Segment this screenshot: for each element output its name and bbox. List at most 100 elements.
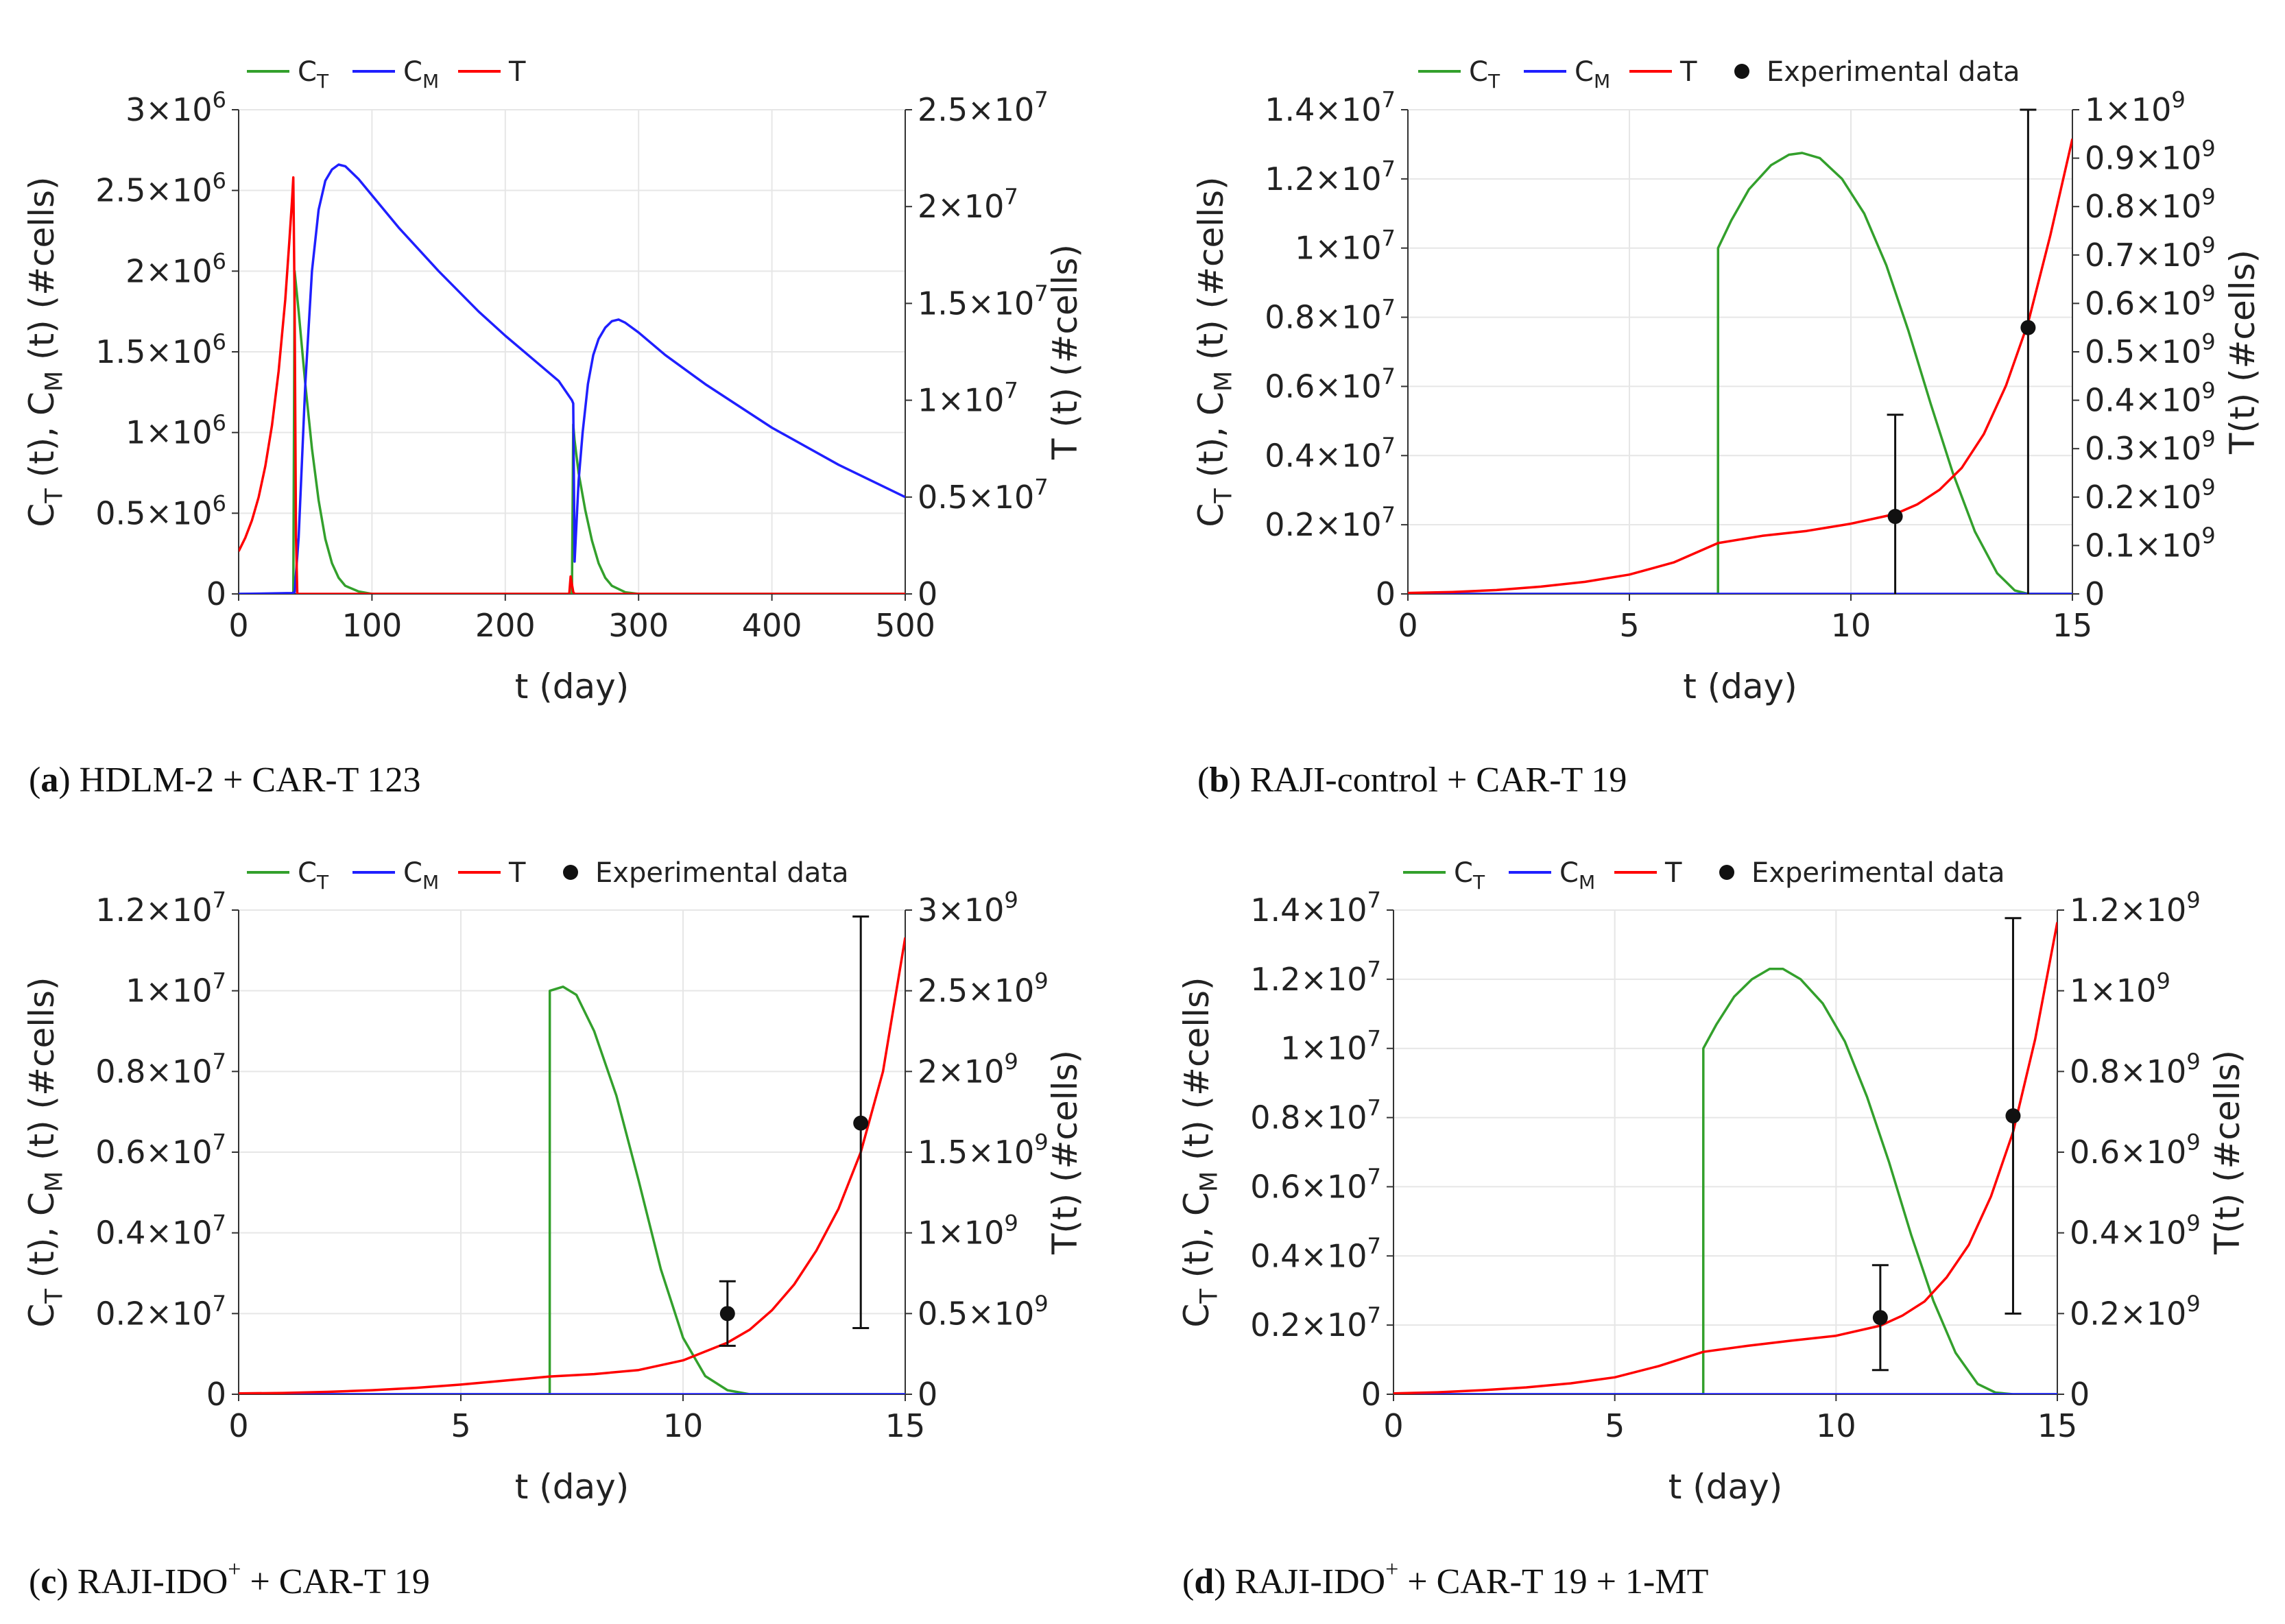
text-part: 300 xyxy=(608,607,669,644)
text-part: 9 xyxy=(1034,1291,1048,1317)
text-part: 7 xyxy=(1004,184,1018,210)
text-part: 0.8×10 xyxy=(2070,1053,2186,1090)
chart-panel-a: 0 100 200 300 400 50000.5×1061×1061.5×1062×10… xyxy=(22,56,1085,706)
y-right-axis-label: T(t) (#cells) xyxy=(2208,1050,2247,1255)
x-axis-label: t (day) xyxy=(1668,1467,1782,1507)
y-right-tick-label: 3×109 xyxy=(918,887,1018,929)
y-right-tick-label: 2×107 xyxy=(918,184,1018,225)
legend-item: T xyxy=(1614,857,1682,889)
legend-label: CT xyxy=(298,56,329,93)
text-part: 6 xyxy=(213,87,226,113)
text-part: 0 xyxy=(2070,1376,2090,1413)
text-part: 7 xyxy=(213,1210,226,1236)
text-part: 9 xyxy=(1004,887,1018,914)
text-part: 1.2×10 xyxy=(1265,160,1381,198)
y-right-tick-label: 0.5×109 xyxy=(918,1291,1049,1332)
text-part: M xyxy=(1210,371,1238,392)
text-part: 0.4×10 xyxy=(1265,437,1381,474)
text-part: 9 xyxy=(2186,887,2200,914)
text-part: t (day) xyxy=(1668,1467,1782,1507)
text-part: 1.4×10 xyxy=(1265,91,1381,128)
caption-c-label: c xyxy=(40,1562,57,1601)
text-part: 9 xyxy=(2201,474,2215,500)
text-part: 0.4×10 xyxy=(2070,1215,2186,1252)
text-part: 7 xyxy=(1004,377,1018,403)
text-part: (t) (#cells) xyxy=(1177,977,1217,1171)
caption-d-text: RAJI-IDO+ + CAR-T 19 + 1-MT xyxy=(1234,1557,1709,1601)
legend-label: T xyxy=(508,56,526,88)
text-part: T xyxy=(41,488,69,504)
text-part: T xyxy=(508,857,526,889)
y-left-tick-label: 1×106 xyxy=(125,409,226,451)
legend-item: CT xyxy=(247,857,329,894)
text-part: C xyxy=(22,1304,62,1328)
text-part: 3×10 xyxy=(918,892,1004,929)
caption-b-label: b xyxy=(1209,761,1230,800)
y-left-axis-label: CT (t), CM (t) (#cells) xyxy=(22,176,69,527)
text-part: 200 xyxy=(475,607,536,644)
x-tick-label: 5 xyxy=(1619,607,1639,644)
text-part: 9 xyxy=(2186,1049,2200,1075)
text-part: 7 xyxy=(1382,363,1396,390)
text-part: T xyxy=(41,1289,69,1304)
text-part: 7 xyxy=(1382,294,1396,320)
text-part: 0 xyxy=(1361,1376,1381,1413)
legend-item: Experimental data xyxy=(563,857,849,889)
y-left-tick-label: 0 xyxy=(206,575,226,612)
text-part: T (t) (#cells) xyxy=(1045,244,1085,460)
text-part: M xyxy=(422,871,439,894)
text-part: 1×10 xyxy=(918,1215,1004,1252)
y-right-tick-label: 0.9×109 xyxy=(2085,135,2216,176)
series-line-t xyxy=(239,937,905,1394)
text-part: 10 xyxy=(663,1407,704,1444)
text-part: 0 xyxy=(206,1376,226,1413)
text-part: 9 xyxy=(2201,426,2215,452)
caption-d-label: d xyxy=(1194,1562,1215,1601)
text-part: T xyxy=(508,56,526,88)
text-part: 0.2×10 xyxy=(95,1295,212,1332)
text-part: 7 xyxy=(1382,156,1396,182)
y-right-tick-label: 1.2×109 xyxy=(2070,887,2201,929)
y-left-tick-label: 1.2×107 xyxy=(1250,957,1381,998)
text-part: 7 xyxy=(213,1049,226,1075)
text-part: 10 xyxy=(1816,1407,1856,1444)
y-left-tick-label: 2×106 xyxy=(125,248,226,289)
text-part: 400 xyxy=(742,607,802,644)
text-part: 5 xyxy=(451,1407,470,1444)
legend-marker xyxy=(563,865,578,880)
text-part: 7 xyxy=(1382,225,1396,251)
text-part: t (day) xyxy=(515,1467,629,1507)
text-part: 0.5×10 xyxy=(2085,333,2201,370)
y-right-tick-label: 0.5×107 xyxy=(918,474,1049,515)
text-part: 9 xyxy=(2201,329,2215,355)
caption-a: (a) HDLM-2 + CAR-T 123 xyxy=(29,761,421,800)
text-part: 1.5×10 xyxy=(918,285,1034,322)
text-part: 1×10 xyxy=(2085,91,2171,128)
text-part: 2×10 xyxy=(125,252,212,289)
text-part: 0 xyxy=(1383,1407,1403,1444)
text-part: 15 xyxy=(2053,607,2093,644)
y-left-tick-label: 0.8×107 xyxy=(1250,1095,1381,1136)
legend-item: CT xyxy=(1403,857,1485,894)
y-left-tick-label: 0.4×107 xyxy=(1265,433,1396,474)
text-part: 0.8×10 xyxy=(1250,1099,1367,1136)
y-right-tick-label: 1.5×107 xyxy=(918,280,1049,322)
legend-label: Experimental data xyxy=(595,857,849,889)
text-part: 2×10 xyxy=(918,188,1004,225)
legend-item: T xyxy=(458,56,526,88)
y-left-tick-label: 0.8×107 xyxy=(95,1049,226,1090)
y-right-tick-label: 2.5×109 xyxy=(918,968,1049,1009)
y-left-tick-label: 3×106 xyxy=(125,87,226,128)
text-part: C xyxy=(298,857,317,889)
text-part: T(t) (#cells) xyxy=(2223,250,2262,455)
text-part: 9 xyxy=(2186,1291,2200,1317)
text-part: (t), C xyxy=(1191,392,1231,488)
text-part: 0.5×10 xyxy=(918,479,1034,516)
experimental-data-point xyxy=(2020,320,2036,335)
text-part: 9 xyxy=(2201,377,2215,403)
x-tick-label: 100 xyxy=(342,607,402,644)
experimental-data-point xyxy=(1872,1310,1888,1326)
text-part: 0.6×10 xyxy=(2070,1134,2186,1171)
y-left-tick-label: 0.6×107 xyxy=(1250,1164,1381,1205)
text-part: 0 xyxy=(918,1376,937,1413)
